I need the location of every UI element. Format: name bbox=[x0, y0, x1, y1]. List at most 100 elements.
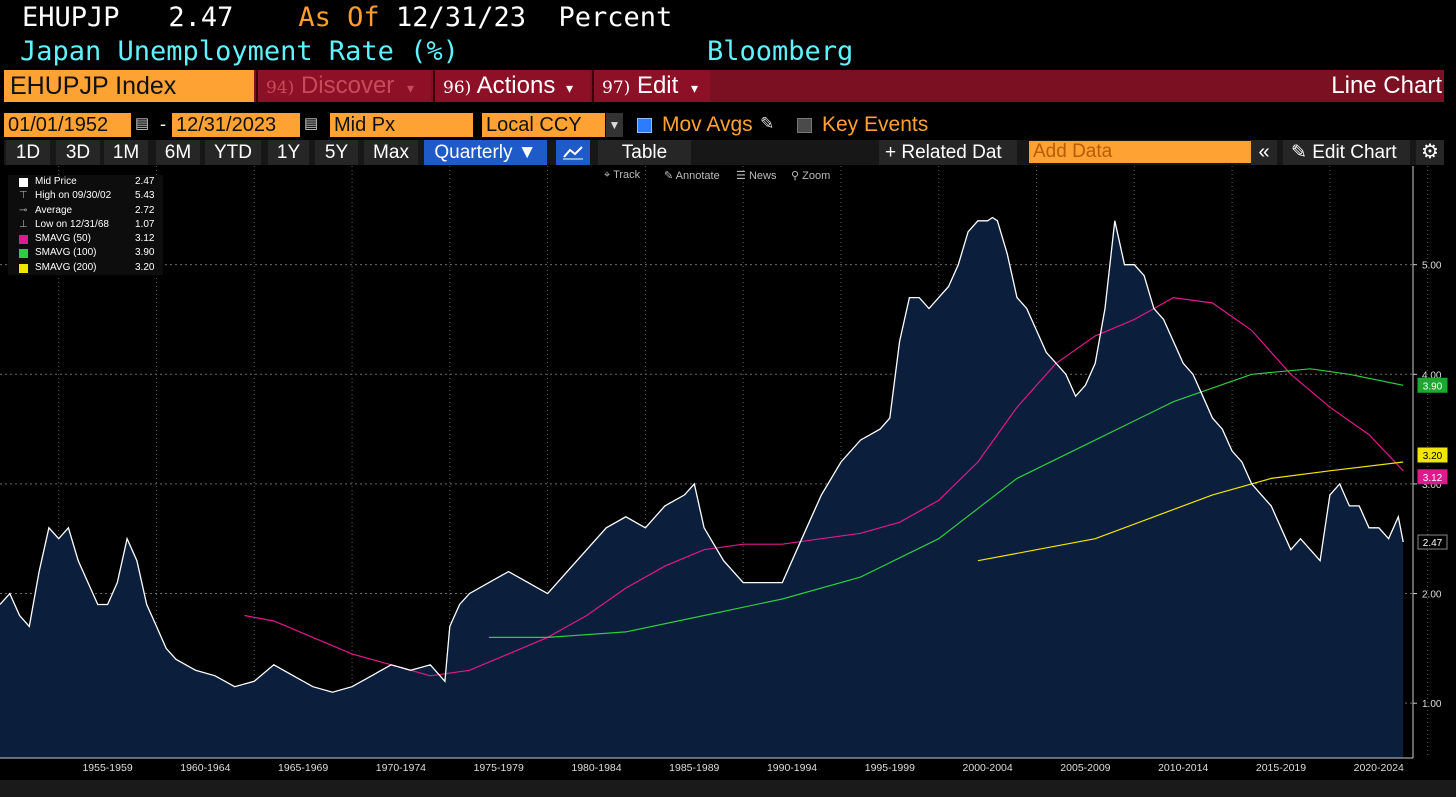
moving-average-line bbox=[977, 461, 1404, 562]
chart-legend: Mid Price 2.47 ⊤ High on 09/30/02 5.43 ⊸ Ave… bbox=[8, 175, 163, 276]
x-tick-label: 1990-1994 bbox=[767, 762, 817, 774]
date-separator: - bbox=[160, 114, 166, 134]
range-button[interactable]: 1M bbox=[104, 140, 148, 165]
x-tick-label: 1985-1989 bbox=[669, 762, 719, 774]
units-label: Percent bbox=[558, 2, 673, 33]
calendar-icon[interactable]: ▤ bbox=[304, 115, 319, 132]
crosshair-icon: ⌖ bbox=[604, 169, 611, 181]
range-button[interactable]: 5Y bbox=[315, 140, 358, 165]
x-tick-label: 2010-2014 bbox=[1158, 762, 1208, 774]
pencil-icon[interactable]: ✎ bbox=[760, 114, 775, 133]
last-value-tag-label: 3.90 bbox=[1423, 381, 1443, 392]
zoom-label: Zoom bbox=[802, 170, 831, 182]
last-value-tag-label: 3.20 bbox=[1423, 451, 1443, 462]
moving-average-line bbox=[244, 296, 1404, 677]
zoom-tool[interactable]: ⚲ Zoom bbox=[791, 169, 830, 182]
currency-dropdown-arrow[interactable]: ▼ bbox=[606, 113, 623, 137]
actions-menu-number: 96) bbox=[443, 78, 472, 98]
legend-row[interactable]: Mid Price 2.47 bbox=[8, 175, 163, 189]
chevron-down-icon: ▾ bbox=[406, 80, 414, 96]
security-header: EHUPJP 2.47 As Of 12/31/23 Percent bbox=[22, 2, 672, 33]
legend-row[interactable]: ⊥ Low on 12/31/68 1.07 bbox=[19, 218, 155, 230]
news-label: News bbox=[748, 170, 777, 182]
gear-icon[interactable]: ⚙ bbox=[1416, 140, 1444, 165]
source-label: Bloomberg bbox=[707, 36, 854, 67]
calendar-icon[interactable]: ▤ bbox=[135, 115, 150, 132]
news-tool[interactable]: ☰ News bbox=[736, 169, 776, 182]
legend-swatch: ⊸ bbox=[19, 204, 28, 216]
range-button[interactable]: Max bbox=[364, 140, 418, 165]
legend-row[interactable]: SMAVG (100) 3.90 bbox=[8, 246, 163, 260]
range-button[interactable]: 1D bbox=[6, 140, 50, 165]
annotate-tool[interactable]: ✎ Annotate bbox=[664, 169, 720, 182]
ticker-symbol: EHUPJP bbox=[22, 2, 120, 33]
security-field[interactable]: EHUPJP Index bbox=[4, 70, 254, 102]
legend-row[interactable]: SMAVG (50) 3.12 bbox=[8, 232, 163, 246]
moving-average-line bbox=[488, 368, 1404, 638]
x-tick-label: 1955-1959 bbox=[82, 762, 132, 774]
legend-swatch: ⊥ bbox=[19, 218, 28, 230]
key-events-label[interactable]: Key Events bbox=[822, 113, 929, 136]
edit-menu-label: Edit bbox=[636, 72, 679, 99]
annotate-label: Annotate bbox=[675, 170, 720, 182]
line-chart[interactable]: 1.00 2.00 3.00 4.00 5.00 1955-1959 1960-1964 19… bbox=[0, 166, 1456, 780]
price-area bbox=[0, 217, 1404, 758]
price-field-select[interactable]: Mid Px bbox=[330, 113, 473, 137]
legend-swatch bbox=[19, 235, 28, 245]
edit-menu[interactable]: 97) Edit ▾ bbox=[592, 70, 710, 102]
periodicity-select[interactable]: Quarterly ▼ bbox=[424, 140, 547, 165]
last-value-tag-label: 3.12 bbox=[1423, 473, 1443, 484]
track-tool[interactable]: ⌖ Track bbox=[604, 169, 640, 182]
currency-select[interactable]: Local CCY bbox=[482, 113, 605, 137]
y-tick-label: 1.00 bbox=[1422, 699, 1442, 710]
chart-type-label: Line Chart bbox=[1331, 72, 1442, 99]
discover-menu-label: Discover bbox=[300, 72, 395, 99]
chevron-down-icon: ▾ bbox=[690, 80, 698, 96]
add-data-input[interactable] bbox=[1029, 141, 1254, 163]
x-tick-label: 1980-1984 bbox=[571, 762, 621, 774]
legend-row[interactable]: ⊸ Average 2.72 bbox=[19, 204, 155, 216]
line-chart-icon[interactable] bbox=[556, 140, 590, 165]
edit-menu-number: 97) bbox=[602, 78, 631, 98]
end-date-input[interactable]: 12/31/2023 bbox=[172, 113, 300, 137]
legend-row[interactable]: ⊤ High on 09/30/02 5.43 bbox=[19, 190, 155, 202]
x-tick-label: 1995-1999 bbox=[865, 762, 915, 774]
x-tick-label: 1975-1979 bbox=[474, 762, 524, 774]
x-tick-label: 2000-2004 bbox=[963, 762, 1013, 774]
pencil-icon: ✎ bbox=[1291, 142, 1307, 163]
last-value-tag bbox=[1417, 377, 1448, 393]
last-value-tag bbox=[1417, 469, 1448, 485]
table-button[interactable]: Table bbox=[598, 140, 691, 165]
x-tick-label: 1960-1964 bbox=[180, 762, 230, 774]
legend-row[interactable]: SMAVG (200) 3.20 bbox=[8, 261, 163, 275]
collapse-left-icon[interactable]: « bbox=[1251, 140, 1277, 165]
mov-avgs-label[interactable]: Mov Avgs bbox=[662, 113, 753, 136]
last-value-tag-label: 2.47 bbox=[1423, 538, 1443, 549]
legend-swatch bbox=[19, 263, 28, 273]
actions-menu[interactable]: 96) Actions ▾ bbox=[433, 70, 590, 102]
search-icon: ⚲ bbox=[791, 170, 800, 182]
legend-swatch bbox=[19, 249, 28, 259]
mov-avgs-checkbox[interactable] bbox=[637, 118, 652, 138]
edit-chart-label: Edit Chart bbox=[1312, 142, 1397, 163]
pencil-icon: ✎ bbox=[664, 170, 674, 182]
security-description: Japan Unemployment Rate (%) bbox=[20, 36, 459, 67]
key-events-checkbox[interactable] bbox=[797, 118, 812, 138]
discover-menu-number: 94) bbox=[266, 78, 295, 98]
related-data-button[interactable]: + Related Dat bbox=[879, 140, 1017, 165]
status-bar bbox=[0, 780, 1456, 797]
range-button[interactable]: YTD bbox=[205, 140, 261, 165]
as-of-label: As Of bbox=[298, 2, 380, 33]
news-icon: ☰ bbox=[736, 170, 746, 182]
legend-swatch: ⊤ bbox=[19, 190, 28, 202]
range-button[interactable]: 3D bbox=[56, 140, 100, 165]
range-button[interactable]: 1Y bbox=[268, 140, 309, 165]
x-tick-label: 2015-2019 bbox=[1256, 762, 1306, 774]
start-date-input[interactable]: 01/01/1952 bbox=[4, 113, 131, 137]
edit-chart-button[interactable]: ✎ Edit Chart bbox=[1283, 140, 1410, 165]
range-button[interactable]: 6M bbox=[156, 140, 200, 165]
actions-menu-label: Actions bbox=[476, 72, 556, 99]
last-value-tag bbox=[1417, 447, 1448, 463]
track-label: Track bbox=[613, 169, 641, 181]
discover-menu[interactable]: 94) Discover ▾ bbox=[256, 70, 431, 102]
